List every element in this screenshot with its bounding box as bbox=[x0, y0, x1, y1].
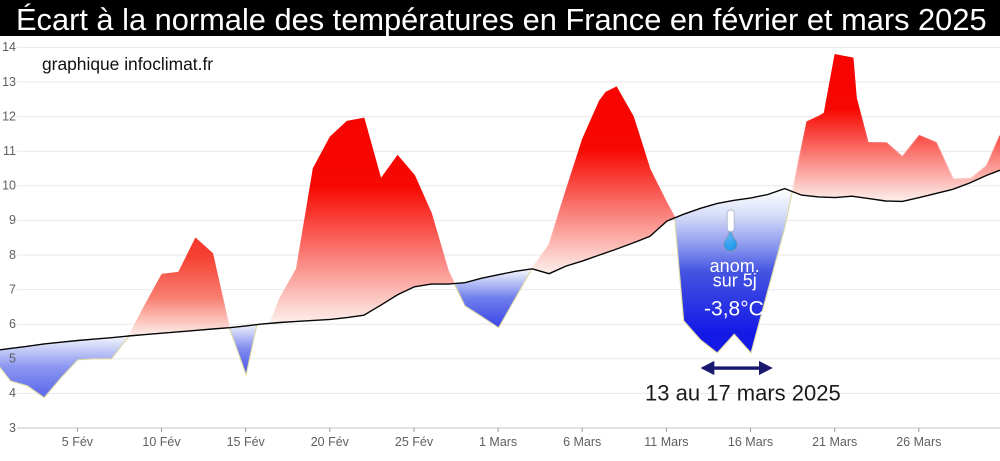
svg-text:7: 7 bbox=[9, 282, 16, 296]
svg-text:8: 8 bbox=[9, 248, 16, 262]
svg-text:anom.: anom. bbox=[710, 256, 760, 276]
svg-text:26 Mars: 26 Mars bbox=[896, 435, 941, 449]
svg-text:13 au 17 mars 2025: 13 au 17 mars 2025 bbox=[645, 381, 841, 406]
svg-text:12: 12 bbox=[2, 109, 16, 123]
svg-text:10 Fév: 10 Fév bbox=[142, 435, 181, 449]
svg-text:3: 3 bbox=[9, 421, 16, 435]
svg-text:16 Mars: 16 Mars bbox=[728, 435, 773, 449]
svg-text:sur 5j: sur 5j bbox=[713, 271, 757, 291]
svg-text:6: 6 bbox=[9, 317, 16, 331]
svg-text:5: 5 bbox=[9, 352, 16, 366]
svg-text:10: 10 bbox=[2, 179, 16, 193]
svg-text:13: 13 bbox=[2, 75, 16, 89]
svg-text:20 Fév: 20 Fév bbox=[311, 435, 350, 449]
svg-text:9: 9 bbox=[9, 213, 16, 227]
svg-text:14: 14 bbox=[2, 40, 16, 54]
svg-text:15 Fév: 15 Fév bbox=[227, 435, 266, 449]
svg-text:11: 11 bbox=[3, 144, 16, 158]
svg-text:5 Fév: 5 Fév bbox=[62, 435, 94, 449]
svg-text:graphique infoclimat.fr: graphique infoclimat.fr bbox=[42, 54, 213, 74]
svg-text:-3,8°C: -3,8°C bbox=[704, 298, 764, 321]
svg-text:25 Fév: 25 Fév bbox=[395, 435, 434, 449]
svg-text:4: 4 bbox=[9, 386, 16, 400]
svg-text:11 Mars: 11 Mars bbox=[644, 435, 688, 449]
svg-text:1 Mars: 1 Mars bbox=[479, 435, 517, 449]
svg-text:6 Mars: 6 Mars bbox=[563, 435, 601, 449]
svg-text:21 Mars: 21 Mars bbox=[812, 435, 857, 449]
